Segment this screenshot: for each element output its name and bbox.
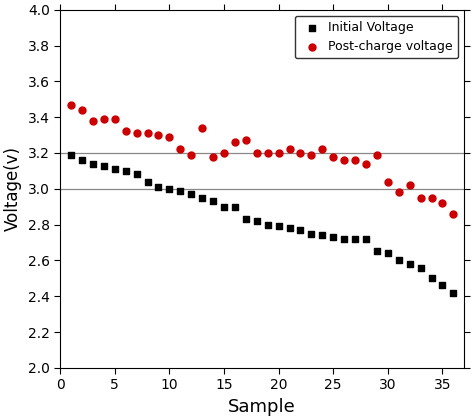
Post-charge voltage [111,116,118,122]
Initial Voltage [144,178,151,185]
Post-charge voltage [165,134,173,140]
Post-charge voltage [417,194,424,201]
Initial Voltage [176,187,184,194]
Post-charge voltage [122,128,129,135]
Initial Voltage [395,257,402,264]
Initial Voltage [209,198,217,205]
Initial Voltage [449,289,457,296]
Initial Voltage [438,282,446,289]
Post-charge voltage [395,189,402,196]
Post-charge voltage [406,182,413,189]
Initial Voltage [308,230,315,237]
Y-axis label: Voltage(v): Voltage(v) [4,146,22,231]
Post-charge voltage [297,150,304,156]
X-axis label: Sample: Sample [228,398,296,416]
Legend: Initial Voltage, Post-charge voltage: Initial Voltage, Post-charge voltage [295,16,458,58]
Initial Voltage [133,171,140,178]
Post-charge voltage [144,130,151,136]
Post-charge voltage [253,150,261,156]
Initial Voltage [373,248,381,255]
Post-charge voltage [362,160,370,167]
Post-charge voltage [438,200,446,207]
Initial Voltage [187,191,195,197]
Post-charge voltage [100,116,108,122]
Initial Voltage [351,236,359,242]
Post-charge voltage [187,151,195,158]
Initial Voltage [100,162,108,169]
Initial Voltage [286,225,293,231]
Post-charge voltage [329,153,337,160]
Initial Voltage [329,234,337,241]
Initial Voltage [67,151,75,158]
Initial Voltage [275,223,283,230]
Post-charge voltage [449,210,457,217]
Post-charge voltage [176,146,184,153]
Initial Voltage [220,203,228,210]
Initial Voltage [231,203,239,210]
Initial Voltage [242,216,250,223]
Initial Voltage [417,264,424,271]
Post-charge voltage [155,132,162,139]
Post-charge voltage [373,151,381,158]
Post-charge voltage [384,178,392,185]
Post-charge voltage [242,137,250,144]
Initial Voltage [319,232,326,239]
Post-charge voltage [220,150,228,156]
Initial Voltage [198,194,206,201]
Initial Voltage [384,250,392,257]
Post-charge voltage [340,157,348,163]
Initial Voltage [122,168,129,174]
Post-charge voltage [319,146,326,153]
Post-charge voltage [78,107,86,113]
Post-charge voltage [275,150,283,156]
Initial Voltage [297,227,304,234]
Post-charge voltage [351,157,359,163]
Post-charge voltage [198,125,206,131]
Post-charge voltage [286,146,293,153]
Post-charge voltage [67,101,75,108]
Post-charge voltage [209,153,217,160]
Post-charge voltage [133,130,140,136]
Initial Voltage [253,218,261,224]
Initial Voltage [362,236,370,242]
Initial Voltage [78,157,86,163]
Initial Voltage [428,275,435,282]
Initial Voltage [165,186,173,192]
Initial Voltage [264,221,272,228]
Post-charge voltage [89,117,97,124]
Initial Voltage [155,184,162,190]
Initial Voltage [111,166,118,173]
Post-charge voltage [308,151,315,158]
Initial Voltage [340,236,348,242]
Post-charge voltage [428,194,435,201]
Initial Voltage [406,261,413,268]
Initial Voltage [89,160,97,167]
Post-charge voltage [231,139,239,146]
Post-charge voltage [264,150,272,156]
